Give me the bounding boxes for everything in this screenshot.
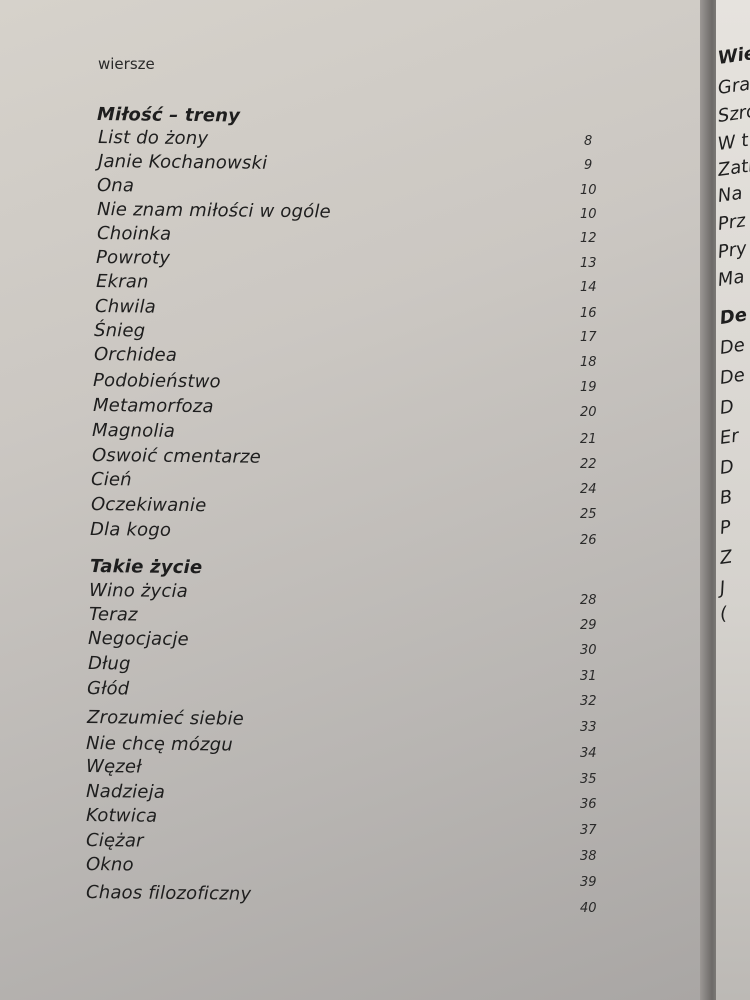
- toc-entry-page: 29: [580, 618, 597, 633]
- right-page-fragment: (: [718, 603, 729, 625]
- toc-entry-title: Śnieg: [93, 320, 146, 342]
- right-page-fragment: Z: [718, 546, 734, 569]
- right-page-fragment: De: [718, 304, 749, 329]
- right-page-fragment: D: [718, 396, 736, 419]
- toc-entry-title: Chwila: [94, 296, 157, 318]
- toc-entry-page: 30: [580, 643, 597, 658]
- toc-entry-page: 20: [580, 405, 597, 420]
- right-page-fragment: Wiek: [716, 41, 750, 69]
- toc-entry-page: 21: [580, 432, 597, 447]
- toc-entry-title: Oczekiwanie: [90, 494, 207, 517]
- left-page: wiersze Miłość – treny List do żony 8 Janie…: [0, 0, 708, 1000]
- toc-entry-page: 25: [580, 507, 597, 522]
- section-heading: Takie życie: [89, 556, 203, 579]
- right-page-fragment: Gran: [716, 72, 750, 99]
- right-page-fragment: Prz: [716, 210, 747, 235]
- right-page-fragment: Zatr: [716, 154, 750, 181]
- toc-entry-page: 33: [580, 720, 597, 735]
- toc-entry-page: 8: [584, 134, 593, 149]
- toc-entry-title: Oswoić cmentarze: [91, 445, 262, 468]
- toc-entry-page: 31: [580, 669, 597, 684]
- toc-entry-page: 9: [584, 158, 593, 173]
- toc-entry-title: Teraz: [88, 604, 138, 626]
- toc-entry-page: 28: [580, 593, 597, 608]
- toc-entry-title: Chaos filozoficzny: [85, 882, 252, 905]
- toc-entry-page: 19: [580, 380, 597, 395]
- toc-entry-title: Wino życia: [88, 580, 189, 603]
- toc-entry-title: Janie Kochanowski: [97, 151, 268, 174]
- right-page: Wiek Gran Szro W t Zatr Na Prz Pry Ma De De De D Er D B…: [716, 0, 750, 1000]
- toc-entry-title: Powroty: [95, 247, 171, 269]
- toc-entry-title: Magnolia: [91, 420, 176, 442]
- toc-entry-title: Zrozumieć siebie: [86, 707, 245, 730]
- right-page-fragment: Pry: [716, 238, 749, 263]
- toc-entry-page: 38: [580, 849, 597, 864]
- toc-entry-title: Cień: [90, 469, 132, 491]
- toc-entry-title: Nadzieja: [85, 781, 166, 803]
- toc-entry-title: Ciężar: [85, 830, 144, 852]
- right-page-fragment: D: [718, 456, 736, 479]
- toc-entry-page: 10: [580, 183, 597, 198]
- toc-entry-title: Nie chcę mózgu: [85, 733, 233, 756]
- toc-entry-title: Węzeł: [85, 756, 142, 778]
- toc-entry-page: 24: [580, 482, 597, 497]
- toc-entry-page: 18: [580, 355, 597, 370]
- toc-entry-page: 40: [580, 901, 597, 916]
- toc-entry-title: Metamorfoza: [92, 395, 214, 418]
- toc-entry-title: Nie znam miłości w ogóle: [96, 199, 331, 223]
- right-page-fragment: B: [718, 486, 734, 509]
- toc-entry-page: 26: [580, 533, 597, 548]
- toc-entry-title: Głód: [86, 678, 130, 700]
- toc-entry-page: 10: [580, 207, 597, 222]
- toc-entry-title: Dług: [87, 653, 131, 675]
- right-page-fragment: De: [718, 334, 747, 359]
- toc-entry-title: Dla kogo: [89, 519, 172, 541]
- right-page-fragment: Szro: [716, 100, 750, 127]
- toc-entry-page: 35: [580, 772, 597, 787]
- toc-entry-title: Ekran: [95, 271, 149, 293]
- book-spine: [700, 0, 720, 1000]
- toc-entry-page: 37: [580, 823, 597, 838]
- right-page-fragment: Ma: [716, 266, 746, 291]
- running-header: wiersze: [98, 55, 155, 73]
- toc-entry-title: Okno: [85, 854, 134, 876]
- toc-entry-title: Kotwica: [85, 805, 158, 827]
- toc-entry-page: 34: [580, 746, 597, 761]
- toc-entry-page: 39: [580, 875, 597, 890]
- section-heading: Miłość – treny: [96, 104, 241, 127]
- toc-entry-title: List do żony: [97, 127, 209, 150]
- toc-entry-page: 36: [580, 797, 597, 812]
- right-page-fragment: Na: [716, 182, 744, 207]
- toc-entry-page: 13: [580, 256, 597, 271]
- toc-entry-title: Ona: [96, 175, 135, 197]
- toc-entry-title: Orchidea: [93, 344, 178, 366]
- toc-entry-page: 12: [580, 231, 597, 246]
- toc-entry-title: Podobieństwo: [92, 370, 221, 393]
- toc-entry-title: Choinka: [96, 223, 172, 245]
- right-page-fragment: De: [718, 364, 747, 389]
- right-page-fragment: P: [718, 516, 733, 539]
- toc-entry-title: Negocjacje: [87, 628, 189, 651]
- right-page-fragment: Er: [718, 425, 741, 449]
- right-page-fragment: W t: [716, 129, 750, 155]
- toc-entry-page: 32: [580, 694, 597, 709]
- toc-entry-page: 17: [580, 330, 597, 345]
- toc-entry-page: 16: [580, 306, 597, 321]
- toc-entry-page: 22: [580, 457, 597, 472]
- toc-entry-page: 14: [580, 280, 597, 295]
- right-page-fragment: J: [718, 577, 727, 599]
